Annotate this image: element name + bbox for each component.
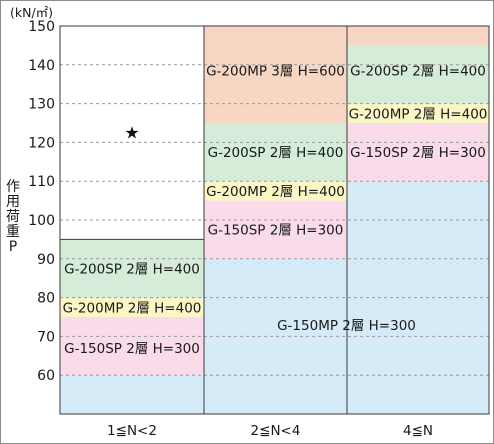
y-tick-label: 70	[37, 329, 55, 345]
band-1-5	[204, 200, 347, 259]
band-label-4: G-150SP 2層 H=300	[208, 223, 344, 239]
category-label-2: 4≦N	[403, 423, 433, 439]
band-1-8	[204, 26, 347, 123]
y-tick-label: 110	[28, 174, 55, 190]
y-axis-label-char: P	[9, 239, 17, 255]
y-tick-label: 120	[28, 135, 55, 151]
y-tick-label: 140	[28, 58, 55, 74]
y-tick-label: 130	[28, 97, 55, 113]
plot-frame	[59, 25, 490, 415]
band-label-5: G-200MP 2層 H=400	[206, 184, 345, 200]
y-tick-label: 80	[37, 291, 55, 307]
y-tick-label: 90	[37, 252, 55, 268]
band-label-6: G-200SP 2層 H=400	[208, 145, 344, 161]
band-1-6	[204, 181, 347, 201]
category-label-1: 2≦N<4	[251, 423, 301, 439]
band-label-10: G-200SP 2層 H=400	[350, 64, 486, 80]
band-label-9: G-200MP 2層 H=400	[349, 106, 488, 122]
band-label-0: G-150SP 2層 H=300	[64, 341, 200, 357]
border-layer	[59, 25, 490, 415]
y-tick-label: 60	[37, 368, 55, 384]
band-2-9	[347, 181, 489, 414]
category-label-0: 1≦N<2	[107, 423, 157, 439]
band-2-10	[347, 123, 489, 182]
band-2-11	[347, 103, 489, 123]
band-2-12	[347, 45, 489, 104]
band-1-4	[204, 258, 347, 414]
y-axis-label-char: 用	[6, 194, 20, 210]
band-label-2: G-200SP 2層 H=400	[64, 262, 200, 278]
band-label-7: G-200MP 3層 H=600	[206, 64, 345, 80]
bands-layer	[60, 26, 489, 414]
y-axis-label-char: 作	[6, 179, 20, 195]
star-marker-icon: ★	[124, 124, 139, 144]
band-label-8: G-150SP 2層 H=300	[350, 145, 486, 161]
band-label-1: G-200MP 2層 H=400	[63, 300, 202, 316]
band-label-3: G-150MP 2層 H=300	[277, 318, 416, 334]
band-2-13	[347, 26, 489, 46]
band-0-3	[60, 239, 204, 298]
y-tick-label: 150	[28, 19, 55, 35]
band-0-1	[60, 317, 204, 376]
unit-label: (kN/㎡)	[10, 5, 53, 20]
band-1-7	[204, 123, 347, 182]
band-0-2	[60, 297, 204, 317]
y-tick-label: 100	[28, 213, 55, 229]
band-0-0	[60, 375, 204, 414]
y-axis-label-char: 荷	[6, 209, 20, 225]
y-axis-label-char: 重	[6, 224, 20, 240]
